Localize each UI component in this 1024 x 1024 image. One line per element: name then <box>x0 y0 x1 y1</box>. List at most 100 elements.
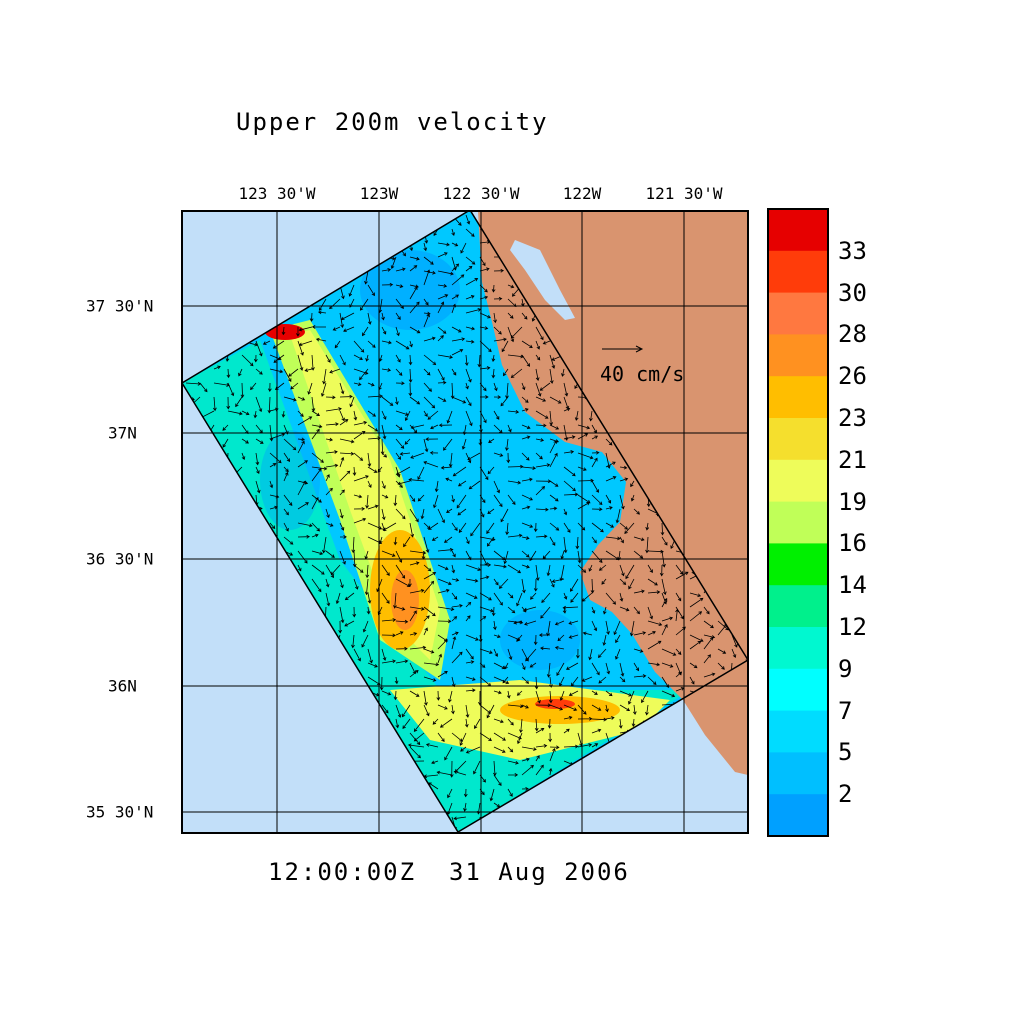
velocity-arrow <box>304 368 313 372</box>
velocity-arrow <box>395 298 404 309</box>
velocity-arrow <box>533 522 538 533</box>
velocity-arrow <box>577 502 590 510</box>
velocity-arrow <box>619 536 624 544</box>
velocity-arrow <box>505 438 509 452</box>
velocity-arrow <box>329 298 341 310</box>
velocity-arrow <box>401 704 411 718</box>
velocity-arrow <box>493 550 506 561</box>
velocity-arrow <box>423 580 435 594</box>
velocity-arrow <box>283 396 297 402</box>
colorbar-label: 12 <box>838 613 867 641</box>
velocity-arrow <box>325 592 331 607</box>
velocity-arrow <box>353 420 368 426</box>
velocity-arrow <box>529 662 537 668</box>
velocity-arrow <box>582 631 593 636</box>
velocity-arrow <box>535 354 541 361</box>
velocity-arrow <box>437 335 444 342</box>
velocity-arrow <box>542 340 551 345</box>
timestamp: 12:00:00Z 31 Aug 2006 <box>268 858 630 886</box>
velocity-arrow <box>353 648 361 662</box>
velocity-arrow <box>423 438 429 453</box>
velocity-arrow <box>423 396 436 409</box>
velocity-arrow <box>352 550 357 568</box>
velocity-arrow <box>477 354 482 368</box>
velocity-arrow <box>633 589 645 594</box>
velocity-arrow <box>507 284 515 289</box>
velocity-arrow <box>493 592 503 606</box>
velocity-arrow <box>381 659 396 664</box>
velocity-arrow <box>462 424 467 436</box>
velocity-arrow <box>297 534 310 539</box>
velocity-arrow <box>479 648 493 655</box>
velocity-arrow <box>440 465 453 470</box>
velocity-arrow <box>538 633 551 637</box>
velocity-arrow <box>395 312 401 320</box>
velocity-arrow <box>253 354 258 363</box>
velocity-arrow <box>459 732 467 746</box>
velocity-arrow <box>500 508 509 523</box>
velocity-arrow <box>408 578 412 588</box>
velocity-arrow <box>521 354 531 367</box>
velocity-arrow <box>367 676 381 686</box>
velocity-arrow <box>647 606 654 620</box>
velocity-arrow <box>563 466 576 477</box>
velocity-arrow <box>549 745 560 750</box>
velocity-arrow <box>423 354 437 366</box>
velocity-arrow <box>660 522 665 536</box>
velocity-arrow <box>524 620 537 626</box>
velocity-arrow <box>507 746 514 753</box>
velocity-arrow <box>598 676 607 684</box>
velocity-arrow <box>380 438 385 455</box>
colorbar-label: 26 <box>838 362 867 391</box>
velocity-arrow <box>394 676 399 685</box>
velocity-arrow <box>493 424 503 434</box>
velocity-arrow <box>364 578 369 596</box>
velocity-arrow <box>491 606 496 617</box>
velocity-arrow <box>479 732 492 741</box>
velocity-arrow <box>629 620 635 637</box>
velocity-arrow <box>647 676 657 685</box>
velocity-arrow <box>269 494 280 499</box>
velocity-arrow <box>549 480 559 487</box>
velocity-arrow <box>478 690 482 706</box>
velocity-arrow <box>465 592 478 599</box>
velocity-arrow <box>267 382 272 393</box>
colorbar-band <box>768 334 828 377</box>
colorbar-band <box>768 627 828 670</box>
velocity-arrow <box>381 704 389 714</box>
velocity-arrow <box>591 690 598 695</box>
velocity-arrow <box>311 466 328 471</box>
velocity-arrow <box>493 494 503 508</box>
velocity-arrow <box>605 716 615 720</box>
velocity-arrow <box>493 296 503 301</box>
velocity-arrow <box>395 704 402 718</box>
velocity-arrow <box>438 423 453 428</box>
velocity-arrow <box>563 508 568 516</box>
velocity-arrow <box>525 648 537 662</box>
velocity-arrow <box>467 452 481 461</box>
velocity-arrow <box>565 662 579 670</box>
velocity-arrow <box>421 550 426 560</box>
velocity-arrow <box>339 522 345 531</box>
velocity-arrow <box>429 450 439 455</box>
velocity-arrow <box>283 494 293 506</box>
velocity-arrow <box>325 474 330 482</box>
velocity-arrow <box>227 410 243 416</box>
velocity-arrow <box>417 466 425 481</box>
velocity-arrow <box>675 626 686 636</box>
velocity-arrow <box>423 382 432 392</box>
velocity-arrow <box>492 760 497 777</box>
velocity-arrow <box>332 326 341 331</box>
velocity-arrow <box>311 496 319 510</box>
lat-label: 36N <box>108 676 137 696</box>
velocity-arrow <box>570 676 579 687</box>
velocity-arrow <box>563 704 578 711</box>
lon-label: 121 30'W <box>645 184 723 203</box>
velocity-arrow <box>297 396 306 401</box>
velocity-arrow <box>393 494 398 507</box>
velocity-arrow <box>395 646 408 651</box>
velocity-arrow <box>521 312 528 320</box>
velocity-arrow <box>675 571 689 580</box>
velocity-arrow <box>255 424 263 434</box>
velocity-arrow <box>521 340 533 348</box>
